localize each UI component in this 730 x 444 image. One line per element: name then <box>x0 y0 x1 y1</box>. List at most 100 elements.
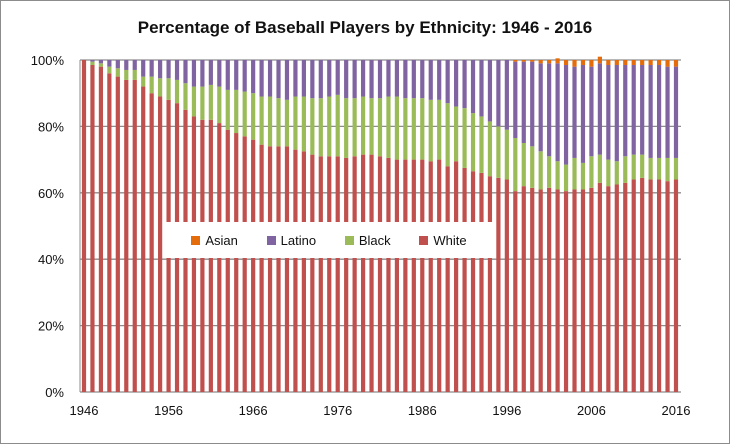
bar-white-1950 <box>115 76 120 392</box>
bar-white-2009 <box>614 184 619 392</box>
bar-latino-2009 <box>614 64 619 162</box>
bar-latino-1978 <box>352 60 357 99</box>
bar-white-1972 <box>301 151 306 392</box>
bar-white-1964 <box>234 133 239 393</box>
bar-black-1975 <box>327 96 332 157</box>
bar-asian-2004 <box>572 60 577 67</box>
bar-white-1949 <box>107 73 112 392</box>
bar-white-2007 <box>597 182 602 392</box>
bar-black-1963 <box>225 89 230 130</box>
bar-asian-2011 <box>631 60 636 65</box>
bar-black-2005 <box>580 162 586 190</box>
bar-latino-1995 <box>496 60 501 127</box>
bar-latino-1965 <box>242 60 247 92</box>
bar-latino-1996 <box>504 60 509 130</box>
bar-asian-2014 <box>656 60 662 65</box>
bar-white-1988 <box>437 159 442 392</box>
bar-latino-1960 <box>200 60 205 87</box>
bar-black-2007 <box>597 154 602 183</box>
bar-asian-2015 <box>665 60 670 67</box>
bar-white-1981 <box>377 156 383 392</box>
bar-white-1978 <box>352 156 357 392</box>
bar-white-2004 <box>572 189 577 392</box>
bar-black-1951 <box>124 69 129 80</box>
bar-black-1967 <box>259 96 264 145</box>
bar-black-1955 <box>158 78 163 97</box>
bar-latino-2015 <box>665 66 670 158</box>
bar-white-1999 <box>530 187 535 392</box>
bar-black-1999 <box>530 146 535 188</box>
bar-black-1996 <box>504 129 509 180</box>
bar-black-1959 <box>191 86 197 117</box>
bar-white-1967 <box>259 144 264 392</box>
bar-white-2005 <box>580 189 586 392</box>
bar-black-1971 <box>293 96 298 150</box>
y-tick-label: 20% <box>38 319 64 334</box>
bar-latino-1958 <box>183 60 188 84</box>
bar-latino-1976 <box>335 60 340 95</box>
bar-white-1990 <box>454 161 459 392</box>
bar-black-2010 <box>623 156 628 183</box>
bar-white-1948 <box>98 66 104 392</box>
bar-white-2000 <box>538 189 543 392</box>
bar-black-1962 <box>217 86 222 124</box>
bar-latino-1947 <box>90 60 95 62</box>
bar-latino-1971 <box>293 60 298 97</box>
bar-latino-2004 <box>572 66 577 158</box>
bar-latino-1979 <box>360 60 366 97</box>
bar-latino-1953 <box>141 60 146 77</box>
y-tick-labels: 0% 20% 40% 60% 80% 100% <box>31 53 65 400</box>
y-tick-label: 40% <box>38 252 64 267</box>
legend-label-asian: Asian <box>205 232 238 248</box>
bar-latino-2003 <box>563 64 569 165</box>
y-tick-label: 60% <box>38 186 64 201</box>
bar-asian-2007 <box>597 56 602 64</box>
bar-white-2016 <box>673 179 679 392</box>
bar-white-2010 <box>623 182 628 392</box>
bar-asian-2013 <box>648 60 653 65</box>
bar-latino-1973 <box>310 60 315 99</box>
bar-black-2006 <box>589 156 594 188</box>
bar-latino-1962 <box>217 60 222 87</box>
legend-item-white: White <box>419 233 467 248</box>
bar-latino-1974 <box>318 60 323 99</box>
bar-white-1991 <box>462 167 467 392</box>
bar-white-1984 <box>403 159 408 392</box>
bar-white-1982 <box>386 157 391 392</box>
bar-latino-1970 <box>284 60 290 100</box>
bar-white-2001 <box>547 187 552 392</box>
bar-black-1950 <box>115 68 120 77</box>
bar-white-2013 <box>648 179 653 392</box>
bar-latino-2014 <box>656 64 662 158</box>
bar-latino-1966 <box>251 60 256 94</box>
bar-asian-2009 <box>614 60 619 65</box>
bar-white-2003 <box>563 191 569 392</box>
bar-asian-2006 <box>589 60 594 67</box>
bar-white-1954 <box>149 93 154 392</box>
bar-black-1969 <box>276 98 281 147</box>
bar-white-1966 <box>251 139 256 392</box>
bar-white-1987 <box>428 161 433 392</box>
bar-black-2002 <box>555 161 560 190</box>
x-tick-label: 2006 <box>577 403 606 418</box>
legend: Asian Latino Black White <box>163 222 495 258</box>
bar-black-2004 <box>572 157 577 190</box>
bar-white-2008 <box>606 186 611 392</box>
bar-black-1988 <box>437 99 442 160</box>
bar-black-1979 <box>360 96 366 155</box>
bar-white-1992 <box>470 171 476 392</box>
bar-black-1953 <box>141 76 146 87</box>
bar-white-2012 <box>640 177 645 392</box>
legend-label-latino: Latino <box>280 232 317 248</box>
bar-white-1968 <box>267 146 273 392</box>
bar-black-2000 <box>538 151 543 190</box>
bar-white-2006 <box>589 187 594 392</box>
bar-black-2012 <box>640 154 645 178</box>
bar-white-1953 <box>141 86 146 392</box>
bar-asian-2008 <box>606 60 611 65</box>
bar-latino-1977 <box>344 60 349 99</box>
bar-latino-1987 <box>428 60 433 100</box>
bar-latino-1986 <box>420 60 425 99</box>
bar-latino-2013 <box>648 64 653 158</box>
bar-black-1997 <box>513 138 518 192</box>
